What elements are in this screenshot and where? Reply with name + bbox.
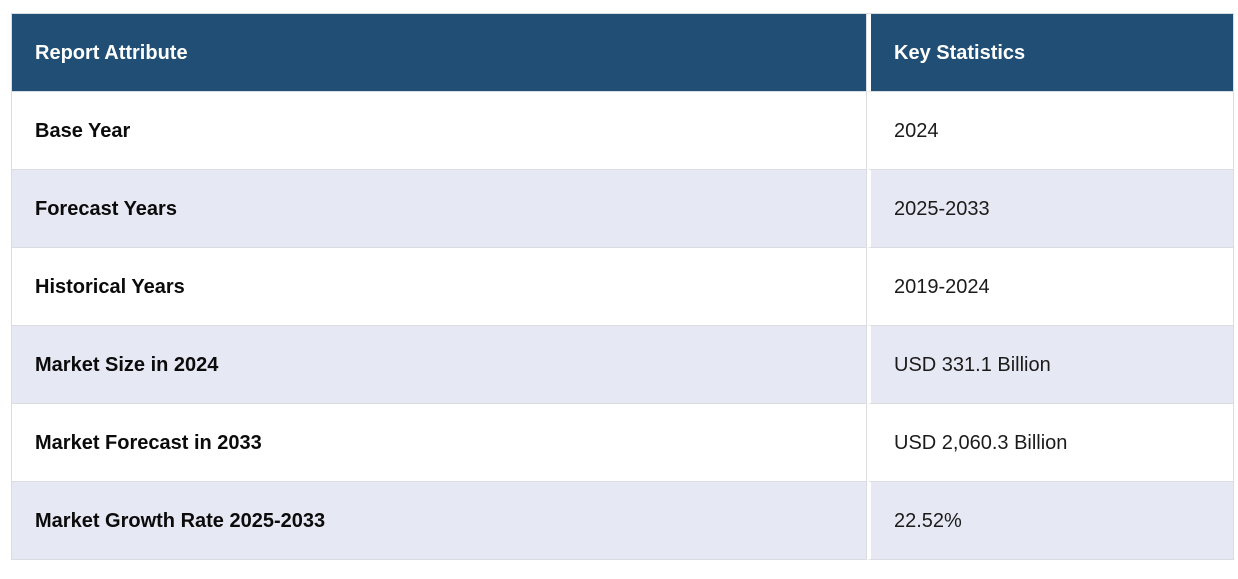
value-cell-growth-rate: 22.52%: [867, 482, 1233, 560]
attribute-cell-growth-rate: Market Growth Rate 2025-2033: [12, 482, 867, 560]
value-cell-historical-years: 2019-2024: [867, 248, 1233, 326]
value-cell-market-size: USD 331.1 Billion: [867, 326, 1233, 404]
table-row: Forecast Years 2025-2033: [12, 170, 1233, 248]
value-cell-market-forecast: USD 2,060.3 Billion: [867, 404, 1233, 482]
attribute-cell-historical-years: Historical Years: [12, 248, 867, 326]
table-row: Market Forecast in 2033 USD 2,060.3 Bill…: [12, 404, 1233, 482]
value-cell-base-year: 2024: [867, 92, 1233, 170]
attribute-cell-base-year: Base Year: [12, 92, 867, 170]
header-report-attribute: Report Attribute: [12, 14, 867, 92]
attribute-cell-market-size: Market Size in 2024: [12, 326, 867, 404]
table-header-row: Report Attribute Key Statistics: [12, 14, 1233, 92]
attribute-cell-forecast-years: Forecast Years: [12, 170, 867, 248]
table-row: Market Growth Rate 2025-2033 22.52%: [12, 482, 1233, 560]
table-row: Historical Years 2019-2024: [12, 248, 1233, 326]
value-cell-forecast-years: 2025-2033: [867, 170, 1233, 248]
report-statistics-table: Report Attribute Key Statistics Base Yea…: [11, 13, 1234, 560]
header-key-statistics: Key Statistics: [867, 14, 1233, 92]
table-row: Base Year 2024: [12, 92, 1233, 170]
attribute-cell-market-forecast: Market Forecast in 2033: [12, 404, 867, 482]
table-row: Market Size in 2024 USD 331.1 Billion: [12, 326, 1233, 404]
